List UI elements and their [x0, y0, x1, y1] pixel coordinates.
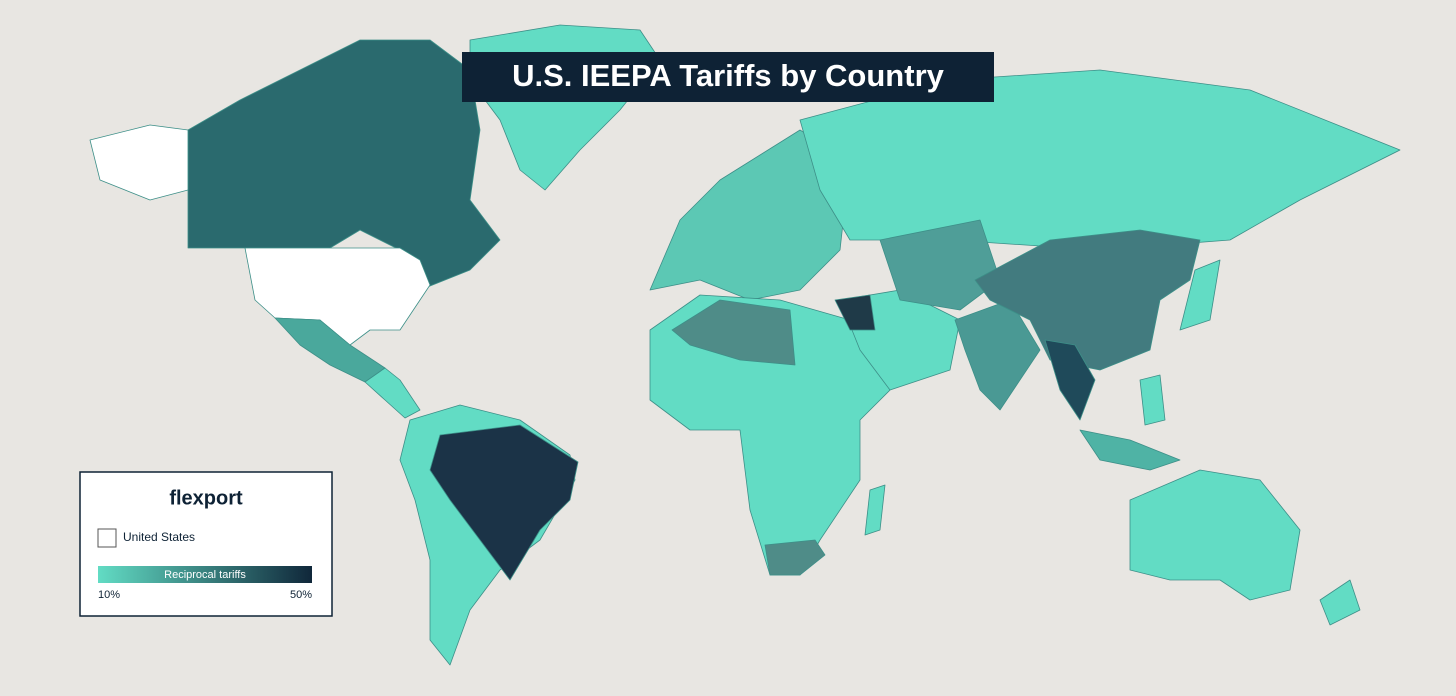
brazil: [429, 424, 579, 581]
title: U.S. IEEPA Tariffs by Country: [512, 58, 945, 93]
scale-max: 50%: [290, 589, 312, 601]
countries: [89, 24, 1401, 666]
alaska: [89, 124, 189, 201]
central-asia: [879, 219, 1001, 311]
new-zealand: [1319, 579, 1361, 626]
scale-min: 10%: [98, 589, 120, 601]
south-africa: [764, 539, 826, 576]
north-africa: [671, 299, 796, 366]
iraq-syria: [834, 294, 876, 331]
central-america: [364, 367, 421, 419]
legend: flexport United States Reciprocal tariff…: [79, 471, 333, 617]
australia: [1129, 469, 1301, 601]
indonesia: [1079, 429, 1181, 471]
china: [974, 229, 1201, 371]
brand: flexport: [169, 487, 243, 509]
russia: [799, 69, 1401, 251]
scale-label: Reciprocal tariffs: [164, 569, 246, 581]
title-box: [462, 52, 994, 102]
legend-label: United States: [123, 530, 195, 544]
united-states: [244, 247, 431, 346]
madagascar: [864, 484, 886, 536]
legend-box: [79, 471, 333, 617]
africa: [649, 294, 891, 576]
philippines: [1139, 374, 1166, 426]
color-scale: [98, 566, 312, 583]
myanmar-thailand: [1044, 339, 1096, 421]
legend-swatch: [97, 528, 117, 548]
japan: [1179, 259, 1221, 331]
canada: [187, 39, 501, 291]
